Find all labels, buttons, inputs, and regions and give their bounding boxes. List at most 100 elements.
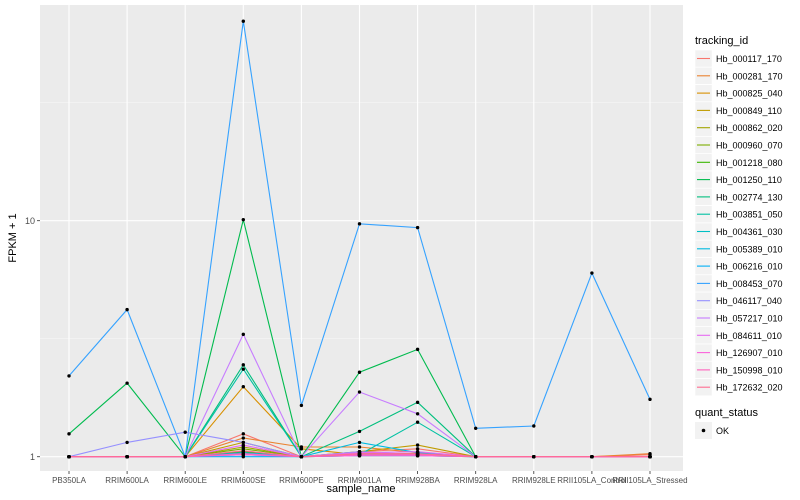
- legend-label: Hb_000117_170: [716, 54, 782, 64]
- grid-major: [40, 5, 683, 471]
- legend-item: Hb_000862_020: [694, 118, 783, 137]
- data-point: [241, 443, 245, 447]
- data-point: [241, 19, 245, 23]
- legend-item: Hb_005389_010: [694, 240, 783, 258]
- y-tick-label: 1: [30, 452, 35, 462]
- data-point: [241, 217, 245, 222]
- data-point: [648, 451, 652, 456]
- legend-label: Hb_000862_020: [716, 123, 783, 133]
- legend-label: Hb_003851_050: [716, 210, 783, 220]
- legend-title: tracking_id: [695, 35, 748, 47]
- data-point: [183, 455, 187, 459]
- data-point: [357, 445, 362, 449]
- data-point: [241, 440, 245, 445]
- data-point: [357, 440, 362, 445]
- data-point: [125, 381, 129, 385]
- data-point: [125, 455, 129, 459]
- data-point: [648, 455, 652, 459]
- x-tick-label: RRIM928LA: [454, 476, 498, 485]
- legend-item: Hb_001250_110: [694, 170, 782, 189]
- x-axis: PB350LA RRIM600LA RRIM600LE RRIM600SE RRIM60…: [52, 471, 688, 485]
- legend-label: Hb_004361_030: [716, 227, 783, 237]
- data-point: [415, 420, 420, 424]
- legend-item: Hb_150998_010: [694, 361, 783, 379]
- legend-item: Hb_000281_170: [694, 67, 783, 85]
- x-tick-label: PB350LA: [52, 476, 86, 485]
- data-point: [183, 430, 187, 434]
- y-tick-label: 10: [25, 216, 35, 226]
- legend-label: Hb_084611_010: [716, 331, 782, 341]
- legend-label: Hb_057217_010: [716, 314, 783, 324]
- legend-label: Hb_006216_010: [716, 262, 783, 272]
- data-point: [532, 424, 536, 428]
- data-point: [357, 222, 362, 226]
- points: [67, 19, 652, 459]
- legend-label: Hb_150998_010: [716, 365, 783, 375]
- legend-item: Hb_057217_010: [694, 309, 783, 327]
- legend-item: Hb_126907_010: [694, 343, 783, 362]
- x-axis-title: sample_name: [326, 483, 395, 495]
- data-point: [125, 440, 129, 445]
- data-point: [241, 385, 245, 389]
- data-point: [67, 374, 71, 378]
- legend-label: Hb_008453_070: [716, 279, 783, 289]
- legend-item: Hb_002774_130: [694, 188, 783, 206]
- data-point: [415, 447, 420, 451]
- x-tick-label: RRIM600PE: [279, 476, 323, 485]
- legend-item: Hb_084611_010: [694, 326, 782, 345]
- legend: tracking_id Hb_000117_170Hb_000281_170Hb…: [694, 35, 783, 439]
- data-point: [241, 451, 245, 456]
- data-point: [241, 449, 245, 453]
- data-point: [590, 271, 594, 275]
- shape-legend-title: quant_status: [695, 407, 758, 419]
- data-point: [241, 363, 245, 367]
- legend-item: Hb_172632_020: [694, 378, 783, 396]
- legend-item: Hb_000117_170: [694, 49, 782, 68]
- data-point: [415, 443, 420, 447]
- legend-item: Hb_000825_040: [694, 84, 783, 102]
- data-point: [415, 347, 420, 352]
- data-point: [241, 432, 245, 436]
- x-tick-label: RRIM901LA: [338, 476, 382, 485]
- legend-label: Hb_005389_010: [716, 244, 783, 254]
- data-point: [299, 447, 304, 451]
- legend-label: Hb_046117_040: [716, 296, 782, 306]
- x-tick-label: RRII105LA_Stressed: [612, 476, 687, 485]
- legend-items: Hb_000117_170 Hb_000281_170 Hb_000825_040 H…: [694, 49, 783, 396]
- legend-item: Hb_006216_010: [694, 257, 783, 275]
- legend-item: Hb_003851_050: [694, 205, 783, 223]
- x-tick-label: RRIM600LE: [163, 476, 207, 485]
- data-point: [241, 367, 245, 371]
- data-point: [357, 390, 362, 394]
- data-point: [125, 307, 129, 312]
- data-point: [299, 403, 304, 408]
- data-point: [67, 455, 71, 459]
- shape-legend-label: OK: [716, 426, 729, 436]
- data-point: [648, 397, 652, 402]
- data-point: [299, 455, 304, 459]
- legend-label: Hb_000281_170: [716, 71, 783, 81]
- shape-legend-items: OK: [695, 422, 729, 439]
- data-point: [415, 412, 420, 416]
- shape-legend-item: OK: [695, 422, 729, 439]
- legend-label: Hb_000825_040: [716, 89, 783, 99]
- legend-item: Hb_004361_030: [694, 222, 783, 241]
- legend-item: Hb_000960_070: [694, 136, 783, 154]
- legend-label: Hb_002774_130: [716, 192, 783, 202]
- data-point: [415, 451, 420, 456]
- data-point: [532, 455, 536, 459]
- data-point: [241, 332, 245, 337]
- x-tick-label: RRIM928LE: [512, 476, 556, 485]
- data-point: [67, 432, 71, 436]
- data-point: [357, 451, 362, 456]
- grid-minor: [40, 102, 683, 340]
- x-tick-label: RRIM600LA: [105, 476, 149, 485]
- x-tick-label: RRIM928BA: [395, 476, 440, 485]
- data-point: [415, 400, 420, 405]
- legend-item: Hb_046117_040: [694, 291, 782, 310]
- y-axis-title: FPKM + 1: [7, 213, 19, 262]
- plot-panel: [40, 5, 683, 471]
- legend-item: Hb_008453_070: [694, 274, 783, 293]
- shape-legend-point: [701, 428, 706, 433]
